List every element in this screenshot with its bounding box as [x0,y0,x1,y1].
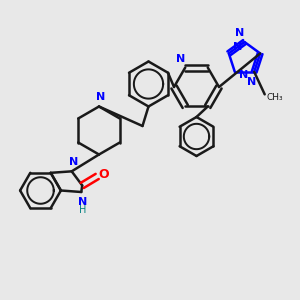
Text: N: N [233,42,242,52]
Text: H: H [79,205,86,215]
Text: N: N [236,28,244,38]
Text: O: O [98,168,109,182]
Text: N: N [247,77,256,87]
Text: N: N [176,53,185,64]
Text: CH₃: CH₃ [267,93,284,102]
Text: N: N [69,157,78,167]
Text: N: N [239,70,248,80]
Text: N: N [96,92,105,102]
Text: N: N [78,196,87,207]
